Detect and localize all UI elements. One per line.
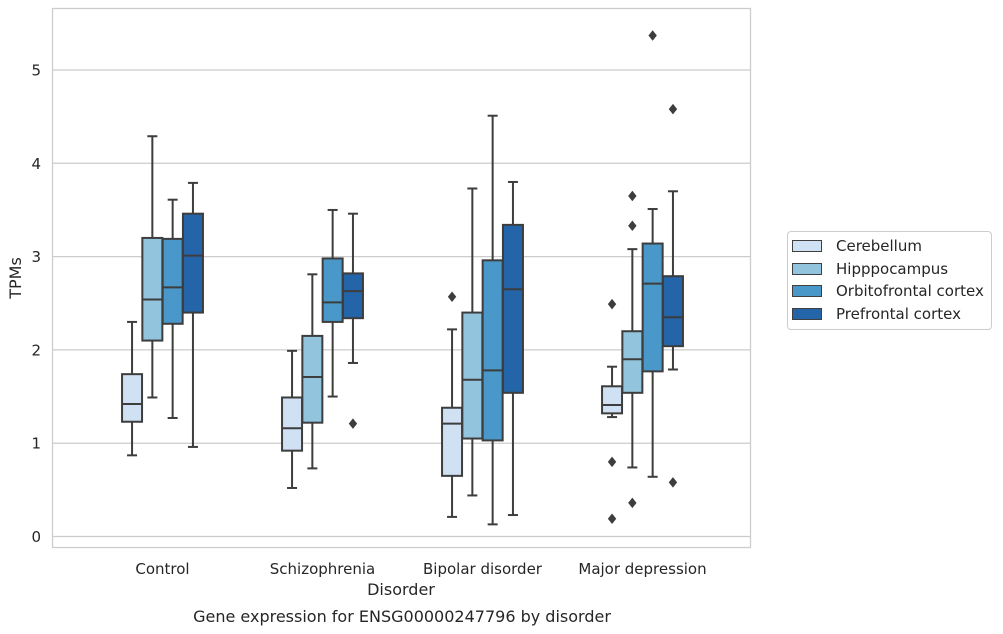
box (181, 181, 204, 448)
outlier-point (628, 497, 637, 509)
box (341, 212, 364, 429)
box-body (621, 330, 644, 394)
box-body (121, 373, 144, 423)
box-body (141, 236, 164, 342)
legend-label: Hipppocampus (836, 259, 949, 278)
box-body (481, 259, 504, 442)
legend-item: Hipppocampus (788, 258, 991, 281)
y-tick-label: 4 (31, 155, 41, 173)
box-body (301, 334, 324, 424)
legend-swatch (792, 240, 822, 253)
legend-label: Orbitofrontal cortex (836, 282, 984, 301)
outlier-point (668, 103, 678, 115)
boxes (121, 30, 684, 526)
legend-label: Cerebellum (836, 237, 922, 256)
box (601, 298, 624, 525)
x-tick-labels: Control Schizophrenia Bipolar disorder Majo… (135, 560, 706, 578)
legend-label: Prefrontal cortex (836, 304, 961, 323)
y-tick-label: 2 (31, 341, 41, 359)
x-tick-label: Schizophrenia (270, 560, 375, 578)
y-tick-labels: 0 1 2 3 4 5 (31, 62, 41, 547)
box (161, 198, 184, 420)
box (301, 273, 324, 470)
y-tick-label: 1 (31, 435, 41, 453)
outlier-point (628, 190, 637, 202)
box (141, 135, 164, 399)
y-tick-label: 5 (31, 62, 41, 80)
box (661, 103, 684, 488)
box-body (341, 272, 364, 320)
x-axis-label: Disorder (367, 580, 435, 599)
outlier-point (628, 220, 637, 232)
legend: Cerebellum Hipppocampus Orbitofrontal cort… (787, 231, 992, 330)
legend-swatch (792, 307, 822, 320)
chart-title: Gene expression for ENSG00000247796 by d… (193, 607, 611, 626)
y-tick-label: 3 (31, 248, 41, 266)
legend-swatch (792, 262, 822, 275)
box (461, 187, 484, 497)
box-body (501, 223, 524, 394)
x-tick-label: Bipolar disorder (423, 560, 543, 578)
legend-item: Prefrontal cortex (788, 303, 991, 326)
outlier-point (607, 298, 617, 310)
box-body (281, 396, 304, 452)
y-tick-label: 0 (31, 528, 41, 546)
box-body (161, 237, 184, 325)
box (281, 349, 304, 489)
box-body (181, 212, 204, 314)
box-body (441, 406, 464, 477)
legend-item: Orbitofrontal cortex (788, 280, 991, 303)
y-axis-label: TPMs (6, 257, 25, 300)
outlier-point (668, 477, 678, 488)
outlier-point (607, 513, 617, 525)
box-body (601, 385, 624, 415)
outlier-point (648, 30, 657, 41)
box (441, 291, 464, 518)
box (481, 114, 504, 526)
legend-swatch (792, 285, 822, 298)
x-tick-label: Control (135, 560, 189, 578)
box-body (321, 257, 344, 323)
box (321, 208, 344, 398)
outlier-point (348, 418, 358, 429)
box-body (641, 242, 664, 373)
legend-item: Cerebellum (788, 235, 991, 258)
box (621, 190, 644, 509)
box (121, 320, 144, 457)
box-body (461, 311, 484, 440)
outlier-point (607, 456, 617, 468)
plot-frame (51, 7, 752, 549)
outlier-point (447, 291, 457, 302)
box-body (661, 275, 684, 348)
x-tick-label: Major depression (578, 560, 706, 578)
box (641, 30, 664, 478)
box (501, 180, 524, 517)
